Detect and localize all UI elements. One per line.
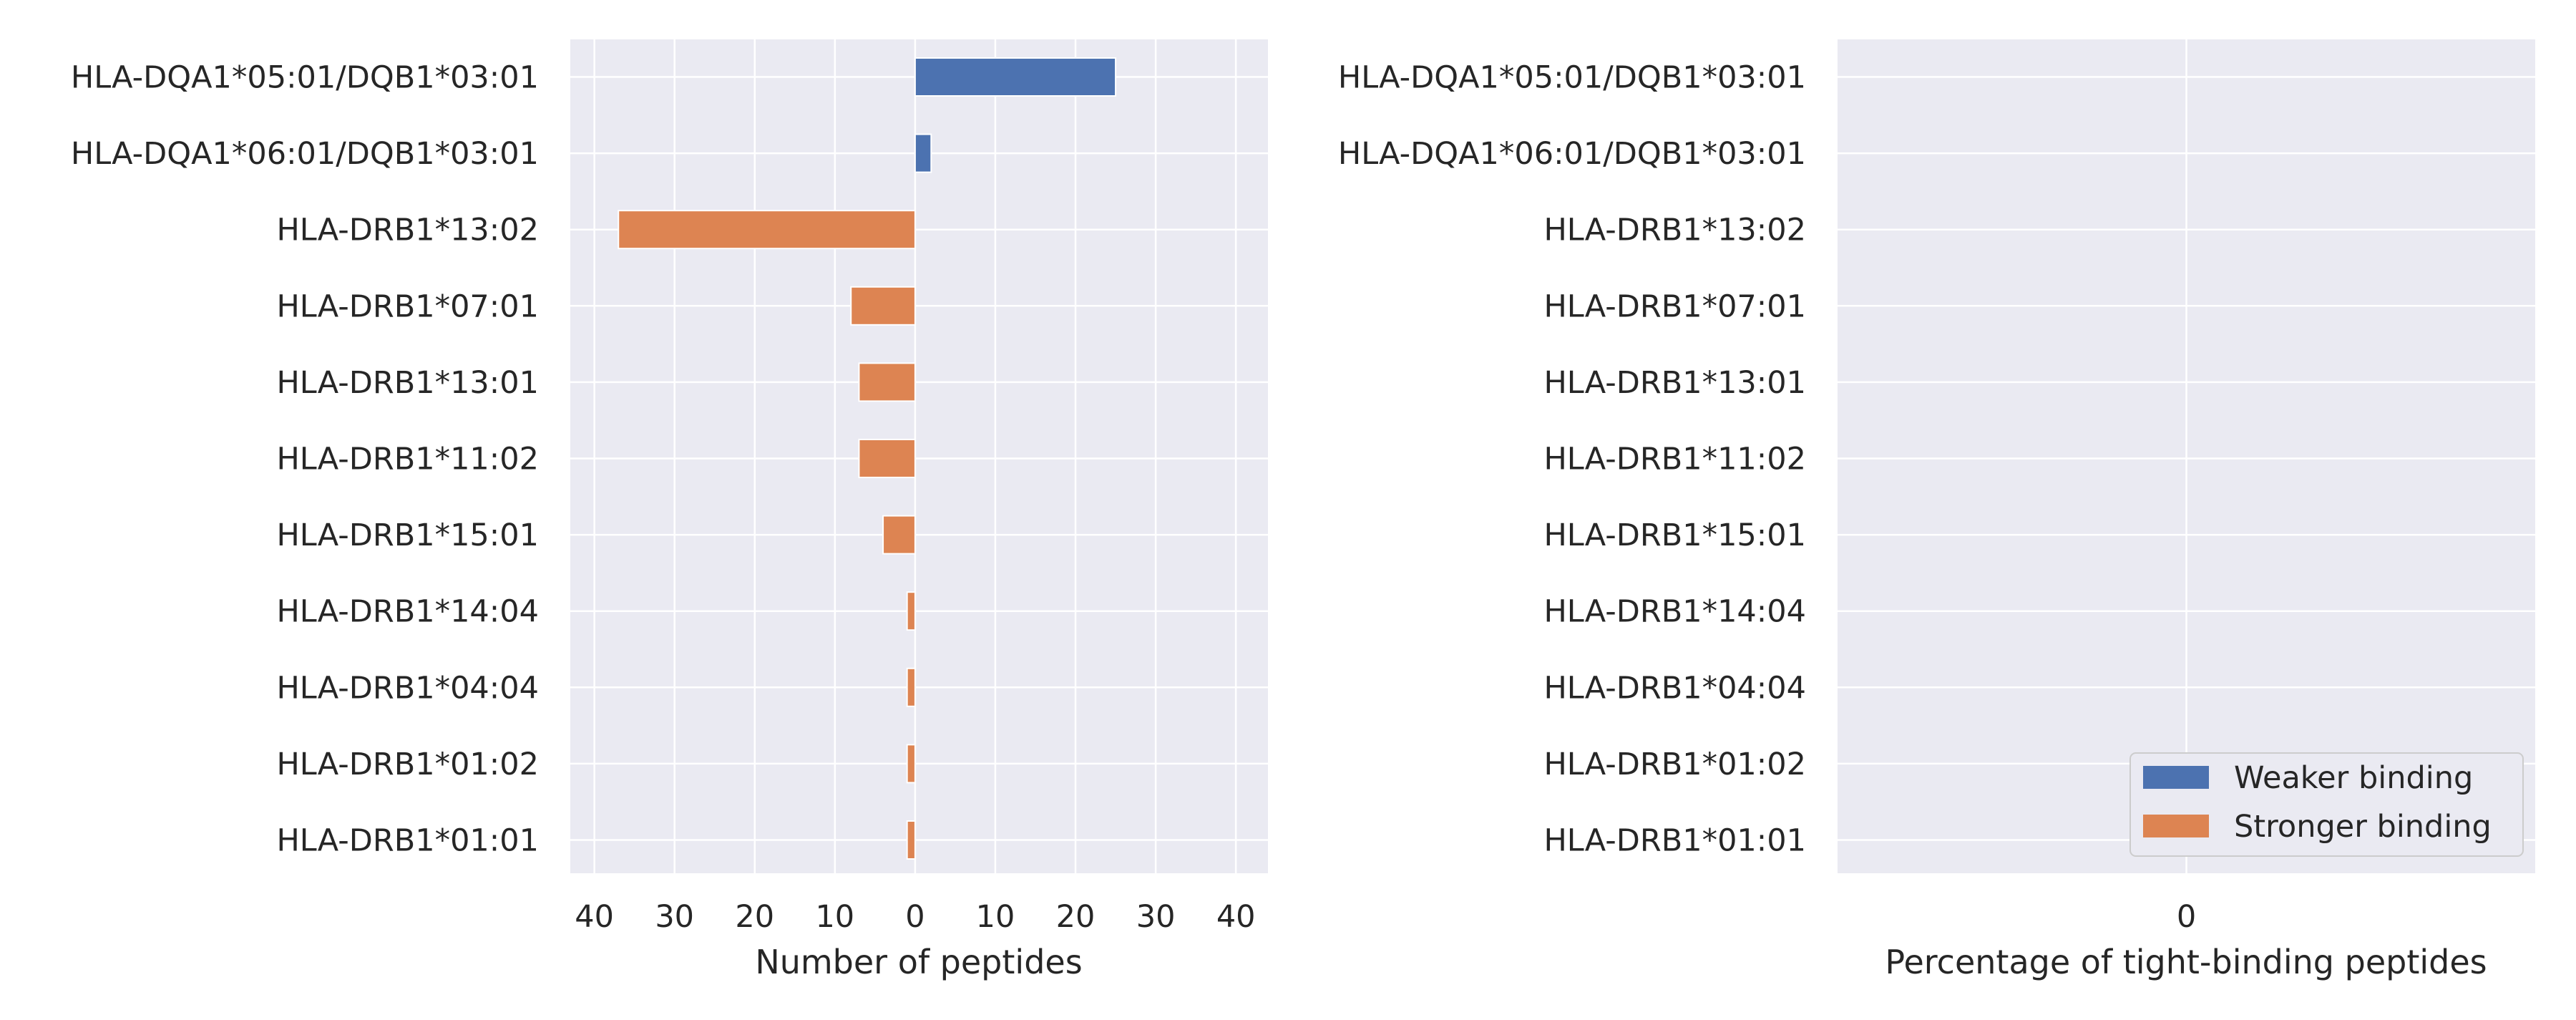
y-tick-label: HLA-DQA1*05:01/DQB1*03:01 [71, 60, 539, 96]
bar [906, 744, 916, 784]
y-tick-label: HLA-DRB1*01:01 [1543, 823, 1806, 859]
y-tick-label: HLA-DRB1*11:02 [1543, 442, 1806, 477]
bar-chart-left: HLA-DQA1*05:01/DQB1*03:01 HLA-DQA1*06:01/… [71, 39, 1268, 981]
bar [882, 515, 916, 555]
y-tick-label: HLA-DQA1*06:01/DQB1*03:01 [1338, 136, 1806, 172]
bar [858, 439, 916, 478]
y-tick-label: HLA-DRB1*07:01 [1543, 288, 1806, 324]
bar [914, 57, 1117, 97]
x-tick-label: 10 [976, 899, 1015, 935]
y-tick-label: HLA-DRB1*01:01 [276, 823, 539, 859]
x-tick-label: 30 [655, 899, 694, 935]
x-tick-labels: 0 [2177, 899, 2196, 935]
y-tick-label: HLA-DRB1*01:02 [276, 747, 539, 782]
y-tick-labels: HLA-DQA1*05:01/DQB1*03:01 HLA-DQA1*06:01/… [1338, 60, 1806, 859]
y-tick-label: HLA-DQA1*05:01/DQB1*03:01 [1338, 60, 1806, 96]
legend-swatch-stronger [2143, 815, 2209, 837]
y-tick-label: HLA-DRB1*14:04 [276, 594, 539, 630]
x-axis-label: Number of peptides [755, 943, 1082, 981]
bars [618, 57, 1117, 860]
x-tick-labels: 40 30 20 10 0 10 20 30 40 [575, 899, 1255, 935]
legend-swatch-weaker [2143, 766, 2209, 789]
bar [906, 591, 916, 631]
y-tick-label: HLA-DRB1*04:04 [276, 670, 539, 706]
x-tick-label: 30 [1136, 899, 1176, 935]
y-tick-label: HLA-DQA1*06:01/DQB1*03:01 [71, 136, 539, 172]
y-tick-label: HLA-DRB1*14:04 [1543, 594, 1806, 630]
x-axis-label: Percentage of tight-binding peptides [1885, 943, 2487, 981]
x-tick-label: 0 [905, 899, 924, 935]
plot-background [570, 39, 1268, 873]
legend-frame [2129, 752, 2524, 857]
x-tick-label: 40 [1216, 899, 1256, 935]
x-tick-label: 20 [735, 899, 774, 935]
y-tick-label: HLA-DRB1*15:01 [1543, 518, 1806, 553]
bar-chart-right: HLA-DQA1*05:01/DQB1*03:01 HLA-DQA1*06:01/… [1338, 39, 2535, 981]
x-tick-label: 20 [1056, 899, 1096, 935]
y-tick-label: HLA-DRB1*07:01 [276, 288, 539, 324]
legend-label-weaker: Weaker binding [2234, 760, 2473, 796]
y-tick-label: HLA-DRB1*13:01 [276, 365, 539, 401]
y-tick-label: HLA-DRB1*13:02 [1543, 213, 1806, 248]
y-tick-labels: HLA-DQA1*05:01/DQB1*03:01 HLA-DQA1*06:01/… [71, 60, 539, 859]
bar [858, 362, 916, 402]
y-tick-label: HLA-DRB1*13:01 [1543, 365, 1806, 401]
y-tick-label: HLA-DRB1*15:01 [276, 518, 539, 553]
bar [850, 286, 916, 326]
y-tick-label: HLA-DRB1*01:02 [1543, 747, 1806, 782]
legend: Weaker binding Stronger binding [2129, 752, 2524, 857]
y-tick-label: HLA-DRB1*13:02 [276, 213, 539, 248]
y-tick-label: HLA-DRB1*11:02 [276, 442, 539, 477]
x-tick-label: 40 [575, 899, 614, 935]
legend-label-stronger: Stronger binding [2234, 809, 2492, 845]
y-tick-label: HLA-DRB1*04:04 [1543, 670, 1806, 706]
bar [906, 667, 916, 707]
bar [906, 820, 916, 860]
x-tick-label: 10 [815, 899, 854, 935]
x-tick-label: 0 [2177, 899, 2196, 935]
bar [618, 210, 916, 250]
bar [914, 133, 932, 173]
